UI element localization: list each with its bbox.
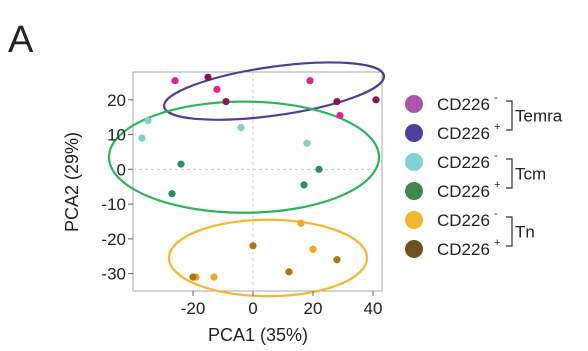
data-point <box>168 190 176 198</box>
legend-bracket <box>506 216 513 247</box>
legend-label: CD226 <box>437 240 490 259</box>
data-point <box>249 242 257 250</box>
data-point <box>222 97 230 106</box>
data-point <box>333 256 341 264</box>
legend-group-label: Temra <box>515 107 563 126</box>
legend-label: CD226 <box>437 95 490 114</box>
legend-marker <box>405 153 423 171</box>
legend-label: CD226 <box>437 124 490 143</box>
ellipse-tcm <box>107 100 381 214</box>
legend: CD226 -CD226 +CD226 -CD226 +CD226 -CD226 +Temr… <box>405 92 563 259</box>
data-point <box>372 96 380 104</box>
data-point <box>177 160 185 168</box>
legend-bracket <box>506 158 513 189</box>
legend-marker <box>405 240 423 258</box>
data-point <box>210 273 218 281</box>
legend-group-label: Tn <box>515 223 535 242</box>
y-tick-label: 20 <box>107 91 126 110</box>
y-tick-label: 0 <box>117 160 126 179</box>
y-tick-label: -30 <box>101 265 126 284</box>
data-points <box>138 73 380 281</box>
legend-marker <box>405 124 423 142</box>
data-point <box>306 77 314 85</box>
data-point <box>237 124 245 132</box>
group-ellipses <box>107 61 386 298</box>
data-point <box>333 97 341 106</box>
data-point <box>285 268 293 276</box>
x-axis-ticks: -20 0 20 40 <box>181 291 383 318</box>
x-tick-label: 0 <box>248 299 257 318</box>
legend-marker <box>405 95 423 113</box>
ellipse-tn <box>167 218 369 298</box>
data-point <box>309 245 317 253</box>
x-axis-title: PCA1 (35%) <box>208 325 308 345</box>
legend-superscript: - <box>494 208 498 220</box>
legend-superscript: + <box>494 237 500 249</box>
scatter-plot: -20 0 20 40 20 10 0 -10 -20 -30 <box>101 61 386 318</box>
legend-bracket <box>506 100 513 131</box>
y-tick-label: 10 <box>107 126 126 145</box>
y-tick-label: -10 <box>101 195 126 214</box>
legend-marker <box>405 211 423 229</box>
legend-superscript: + <box>494 179 500 191</box>
legend-superscript: - <box>494 92 498 104</box>
data-point <box>189 273 197 281</box>
data-point <box>297 219 305 227</box>
data-point <box>144 117 152 125</box>
legend-superscript: - <box>494 150 498 162</box>
y-axis-ticks: 20 10 0 -10 -20 -30 <box>101 91 133 284</box>
data-point <box>336 111 344 120</box>
data-point <box>303 139 311 147</box>
legend-superscript: + <box>494 121 500 133</box>
data-point <box>171 77 179 85</box>
x-tick-label: 40 <box>364 299 383 318</box>
legend-label: CD226 <box>437 182 490 201</box>
y-tick-label: -20 <box>101 230 126 249</box>
data-point <box>204 73 212 81</box>
legend-marker <box>405 182 423 200</box>
legend-label: CD226 <box>437 211 490 230</box>
legend-group-label: Tcm <box>515 165 546 184</box>
data-point <box>300 181 308 189</box>
x-tick-label: -20 <box>181 299 206 318</box>
plot-frame <box>132 71 383 292</box>
panel-label: A <box>8 19 34 61</box>
data-point <box>138 134 146 142</box>
ellipse-temra <box>162 61 386 121</box>
data-point <box>315 165 323 173</box>
legend-label: CD226 <box>437 153 490 172</box>
data-point <box>213 85 221 93</box>
x-tick-label: 20 <box>304 299 323 318</box>
y-axis-title: PCA2 (29%) <box>62 132 82 232</box>
